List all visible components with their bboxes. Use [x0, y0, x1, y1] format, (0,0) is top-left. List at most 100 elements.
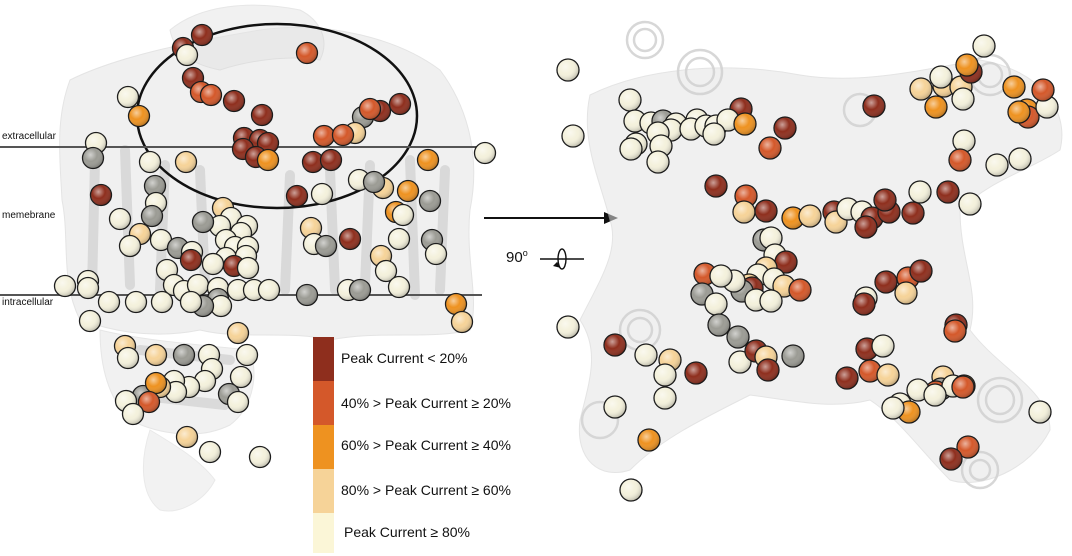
mutation-sphere-shading: [775, 251, 797, 273]
legend-swatch-20-40: [313, 381, 334, 425]
mutation-sphere-shading: [654, 387, 676, 409]
mutation-sphere-shading: [708, 314, 730, 336]
mutation-sphere-shading: [874, 189, 896, 211]
mutation-sphere-shading: [296, 42, 318, 64]
mutation-sphere-shading: [604, 396, 626, 418]
mutation-sphere-shading: [332, 124, 354, 146]
mutation-sphere-shading: [296, 284, 318, 306]
mutation-sphere-shading: [425, 243, 447, 265]
mutation-sphere-shading: [760, 290, 782, 312]
mutation-sphere-shading: [952, 88, 974, 110]
legend-label-60-80: 80% > Peak Current ≥ 60%: [341, 482, 511, 498]
mutation-sphere-shading: [417, 149, 439, 171]
mutation-sphere-shading: [909, 181, 931, 203]
mutation-sphere-shading: [949, 149, 971, 171]
legend-label-above-80: Peak Current ≥ 80%: [344, 524, 470, 540]
mutation-sphere-shading: [451, 311, 473, 333]
mutation-sphere-shading: [924, 384, 946, 406]
mutation-sphere-shading: [82, 147, 104, 169]
right-mutation-spheres: [556, 34, 1059, 502]
mutation-sphere-shading: [389, 93, 411, 115]
mutation-sphere-shading: [339, 228, 361, 250]
mutation-sphere-shading: [311, 183, 333, 205]
mutation-sphere-shading: [557, 316, 579, 338]
legend-label-40-60: 60% > Peak Current ≥ 40%: [341, 437, 511, 453]
mutation-sphere-shading: [286, 185, 308, 207]
mutation-sphere-shading: [647, 151, 669, 173]
mutation-sphere-shading: [859, 360, 881, 382]
mutation-sphere-shading: [940, 448, 962, 470]
legend-color-bar: [313, 337, 334, 553]
mutation-sphere-shading: [782, 207, 804, 229]
mutation-sphere-shading: [619, 89, 641, 111]
mutation-sphere-shading: [872, 335, 894, 357]
mutation-sphere-shading: [734, 113, 756, 135]
mutation-sphere-shading: [944, 320, 966, 342]
mutation-sphere-shading: [77, 277, 99, 299]
mutation-sphere-shading: [1009, 148, 1031, 170]
left-mutation-spheres: [53, 23, 497, 469]
rotation-degree-symbol: o: [522, 248, 528, 258]
mutation-sphere-shading: [313, 125, 335, 147]
mutation-sphere-shading: [930, 66, 952, 88]
mutation-sphere-shading: [789, 279, 811, 301]
mutation-sphere-shading: [877, 364, 899, 386]
mutation-sphere-shading: [230, 366, 252, 388]
mutation-sphere-shading: [1003, 76, 1025, 98]
legend-label-20-40: 40% > Peak Current ≥ 20%: [341, 395, 511, 411]
rotation-angle-value: 90: [506, 249, 523, 266]
mutation-sphere-shading: [757, 359, 779, 381]
mutation-sphere-shading: [620, 479, 642, 501]
mutation-sphere-shading: [90, 184, 112, 206]
mutation-sphere-shading: [138, 391, 160, 413]
mutation-sphere-shading: [176, 426, 198, 448]
mutation-sphere-shading: [388, 228, 410, 250]
mutation-sphere-shading: [419, 190, 441, 212]
mutation-sphere-shading: [733, 201, 755, 223]
mutation-sphere-shading: [117, 86, 139, 108]
mutation-sphere-shading: [251, 104, 273, 126]
mutation-sphere-shading: [202, 253, 224, 275]
mutation-sphere-shading: [836, 367, 858, 389]
mutation-sphere-shading: [320, 149, 342, 171]
legend-swatch-below-20: [313, 337, 334, 381]
mutation-sphere-shading: [562, 125, 584, 147]
rotation-angle-label: 90o: [506, 248, 528, 266]
mutation-sphere-shading: [54, 275, 76, 297]
mutation-sphere-shading: [638, 429, 660, 451]
mutation-sphere-shading: [191, 24, 213, 46]
mutation-sphere-shading: [227, 322, 249, 344]
mutation-sphere-shading: [388, 276, 410, 298]
mutation-sphere-shading: [705, 293, 727, 315]
mutation-sphere-shading: [910, 78, 932, 100]
mutation-sphere-shading: [363, 171, 385, 193]
mutation-sphere-shading: [258, 279, 280, 301]
mutation-sphere-shading: [474, 142, 496, 164]
mutation-sphere-shading: [557, 59, 579, 81]
mutation-sphere-shading: [863, 95, 885, 117]
mutation-sphere-shading: [210, 295, 232, 317]
mutation-sphere-shading: [973, 35, 995, 57]
mutation-sphere-shading: [175, 151, 197, 173]
membrane-label: memebrane: [2, 210, 56, 221]
legend-swatch-40-60: [313, 425, 334, 469]
mutation-sphere-shading: [237, 257, 259, 279]
mutation-sphere-shading: [227, 391, 249, 413]
mutation-sphere-shading: [145, 344, 167, 366]
mutation-sphere-shading: [882, 397, 904, 419]
extracellular-label: extracellular: [2, 131, 56, 142]
mutation-sphere-shading: [986, 154, 1008, 176]
mutation-sphere-shading: [302, 151, 324, 173]
mutation-sphere-shading: [729, 351, 751, 373]
mutation-sphere-shading: [117, 347, 139, 369]
mutation-sphere-shading: [180, 249, 202, 271]
mutation-sphere-shading: [236, 344, 258, 366]
mutation-sphere-shading: [150, 229, 172, 251]
mutation-sphere-shading: [925, 96, 947, 118]
mutation-sphere-shading: [902, 202, 924, 224]
mutation-sphere-shading: [139, 151, 161, 173]
mutation-sphere-shading: [257, 149, 279, 171]
mutation-sphere-shading: [895, 282, 917, 304]
mutation-sphere-shading: [141, 205, 163, 227]
